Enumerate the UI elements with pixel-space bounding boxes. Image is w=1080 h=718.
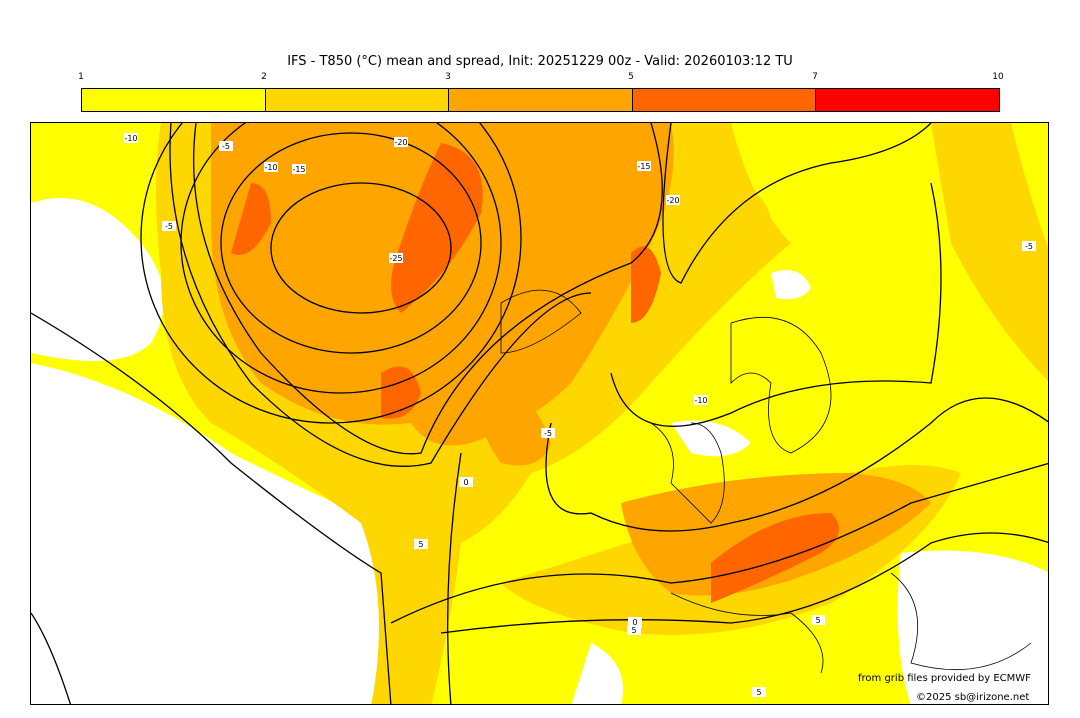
colorbar-tick: 3 — [445, 72, 451, 82]
contour-label-bg — [811, 615, 825, 625]
contour-label: -20 — [394, 138, 407, 147]
colorbar-segment — [632, 89, 817, 111]
contour-label: -20 — [666, 196, 679, 205]
contour-label-bg — [637, 161, 651, 171]
weather-map: -10 -5 -10 -15 -20 -25 -15 -20 -5 0 5 -10 -5 5 0 5 5 -5 f… — [30, 122, 1049, 705]
coastlines — [500, 289, 1032, 674]
contour-label: -10 — [264, 163, 277, 172]
colorbar-tick: 5 — [628, 72, 634, 82]
contour-label-bg — [394, 137, 408, 147]
colorbar-bar — [81, 88, 1000, 112]
contour-label-bg — [414, 539, 428, 549]
contour-label-bg — [162, 221, 176, 231]
contour-label-bg — [389, 253, 403, 263]
colorbar-tick: 2 — [261, 72, 267, 82]
data-source-credit: from grib files provided by ECMWF — [858, 673, 1031, 684]
contour-label: -15 — [292, 165, 305, 174]
contour-label-bg — [219, 141, 233, 151]
contour-labels: -10-5-10 -15-20-25-15-20-505-10-550 55-5 — [124, 133, 1036, 697]
contour-label: 0 — [632, 618, 637, 627]
contour-label-bg — [541, 428, 555, 438]
contour-label: -25 — [389, 254, 402, 263]
contour-label-bg — [1022, 241, 1036, 251]
contour-label: -5 — [165, 222, 173, 231]
contour-label-bg — [627, 625, 641, 635]
colorbar-segment — [816, 89, 999, 111]
contour-label: 5 — [815, 616, 820, 625]
colorbar-tick: 10 — [992, 72, 1004, 82]
spread-5-7-areas — [231, 143, 839, 603]
map-canvas: -10-5-10 -15-20-25-15-20-505-10-550 55-5 — [31, 123, 1048, 704]
contour-label-bg — [264, 162, 278, 172]
colorbar-tick: 7 — [812, 72, 818, 82]
colorbar-tick: 1 — [78, 72, 84, 82]
contour-label: -15 — [637, 162, 650, 171]
chart-title: IFS - T850 (°C) mean and spread, Init: 2… — [287, 54, 793, 69]
colorbar-segment — [265, 89, 450, 111]
contour-label: 0 — [463, 478, 468, 487]
copyright-credit: ©2025 sb@irizone.net — [916, 692, 1030, 703]
contour-label-bg — [628, 617, 642, 627]
contour-label: 5 — [418, 540, 423, 549]
contour-label-bg — [694, 395, 708, 405]
contour-label-bg — [666, 195, 680, 205]
low-spread-areas — [31, 198, 1048, 704]
contour-label: -10 — [124, 134, 137, 143]
contour-label-bg — [752, 687, 766, 697]
contour-label: 5 — [631, 626, 636, 635]
contour-label: -5 — [1025, 242, 1033, 251]
colorbar-segment — [82, 89, 266, 111]
contour-label-bg — [459, 477, 473, 487]
contour-label-bg — [124, 133, 138, 143]
contour-label-bg — [292, 164, 306, 174]
contour-label: -5 — [544, 429, 552, 438]
contour-label: -5 — [222, 142, 230, 151]
contour-label: 5 — [756, 688, 761, 697]
contour-label: -10 — [694, 396, 707, 405]
colorbar-segment — [449, 89, 633, 111]
temperature-contours — [31, 123, 1048, 704]
